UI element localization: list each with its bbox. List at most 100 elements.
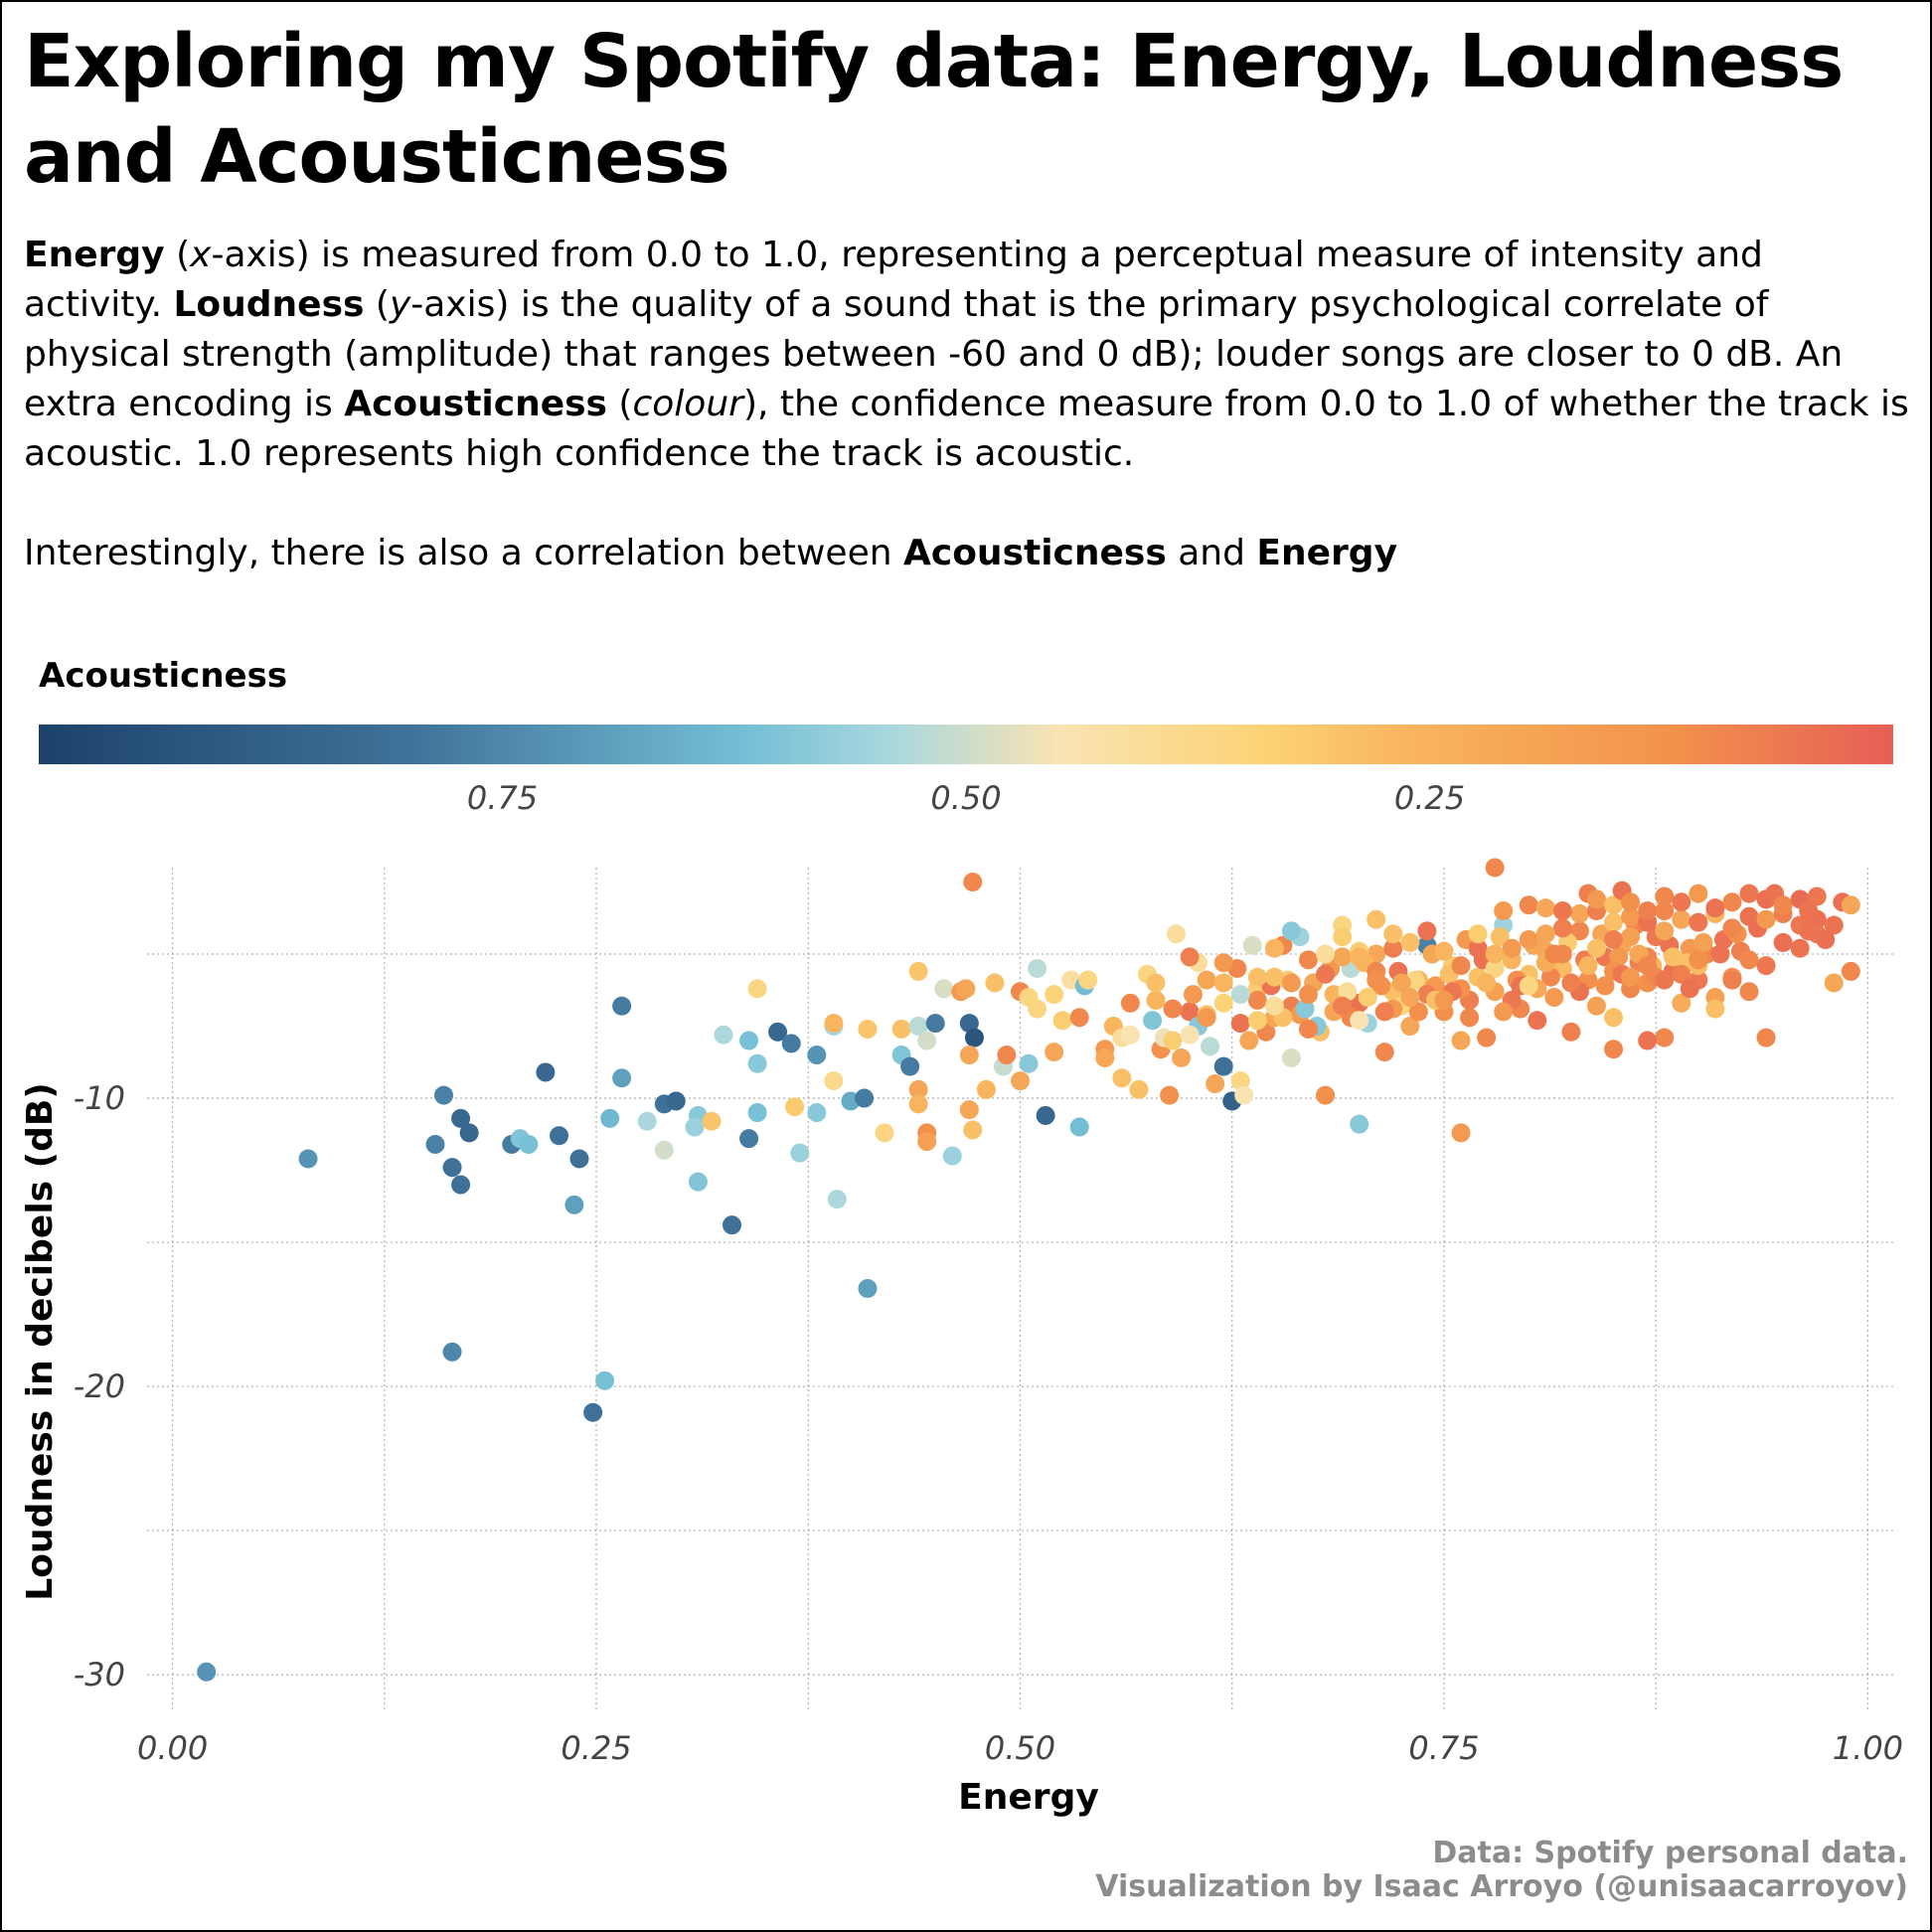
data-point: [1672, 993, 1691, 1013]
data-point: [1672, 892, 1691, 912]
data-point: [1298, 950, 1318, 970]
data-point: [827, 1190, 847, 1209]
data-point: [908, 961, 928, 981]
data-point: [1400, 1017, 1420, 1037]
data-point: [1120, 993, 1140, 1013]
data-point: [1120, 1025, 1140, 1045]
description-segment: Loudness: [173, 284, 365, 325]
data-point: [1739, 950, 1759, 970]
data-point: [1604, 895, 1624, 915]
data-point: [1561, 1022, 1581, 1042]
data-point: [197, 1662, 217, 1682]
data-point: [1710, 944, 1730, 964]
data-point: [1485, 959, 1505, 979]
data-point: [1663, 947, 1683, 967]
legend-tick-label: 0.25: [1393, 779, 1466, 817]
data-point: [1578, 956, 1598, 976]
data-point: [1374, 1002, 1394, 1022]
data-point: [442, 1158, 462, 1178]
data-point: [785, 1097, 805, 1117]
data-point: [1773, 895, 1793, 915]
data-point: [1705, 999, 1725, 1019]
data-point: [685, 1117, 705, 1137]
data-point: [1451, 1031, 1471, 1050]
y-tick-label: -20: [74, 1368, 125, 1405]
description-segment: (: [606, 384, 633, 424]
legend-colorbar: [39, 724, 1893, 764]
data-point: [1338, 982, 1358, 1002]
legend-tick-label: 0.50: [930, 779, 1002, 817]
data-point: [1655, 1028, 1675, 1047]
data-point: [1264, 996, 1284, 1016]
data-point: [925, 1014, 945, 1034]
description-segment: Acousticness: [344, 384, 607, 424]
data-point: [1183, 985, 1203, 1005]
data-point: [1213, 953, 1233, 973]
data-point: [1609, 947, 1629, 967]
data-point: [1374, 1043, 1394, 1062]
description-segment: -axis) is measured from 0.0 to 1.0, repr…: [24, 235, 1763, 325]
x-tick-label: 0.00: [137, 1729, 208, 1767]
data-point: [1213, 1056, 1233, 1076]
data-point: [1528, 1011, 1547, 1031]
data-point: [985, 973, 1005, 993]
data-point: [612, 1068, 632, 1088]
data-point: [1197, 1008, 1216, 1028]
data-point: [1230, 985, 1250, 1005]
data-point: [781, 1034, 801, 1053]
data-point: [1400, 988, 1420, 1008]
description-segment: x: [190, 235, 212, 275]
data-point: [747, 979, 767, 999]
data-point: [963, 1120, 983, 1140]
data-point: [1544, 988, 1564, 1008]
data-point: [1247, 1011, 1267, 1031]
data-point: [1841, 895, 1860, 915]
data-point: [1281, 921, 1301, 941]
data-point: [1408, 1002, 1428, 1022]
data-point: [1569, 921, 1589, 941]
caption-source: Data: Spotify personal data.: [1432, 1836, 1908, 1870]
data-point: [1143, 1011, 1163, 1031]
data-point: [1213, 973, 1233, 993]
data-point: [1036, 1105, 1055, 1125]
data-point: [1239, 1031, 1259, 1050]
x-tick-label: 0.75: [1408, 1729, 1479, 1767]
data-point: [459, 1123, 479, 1143]
data-point: [1095, 1047, 1115, 1067]
data-point: [702, 1111, 722, 1131]
data-point: [1264, 967, 1284, 987]
data-point: [1477, 973, 1497, 993]
data-point: [1434, 990, 1454, 1010]
data-point: [1367, 909, 1386, 929]
data-point: [1535, 898, 1555, 918]
data-point: [1163, 999, 1183, 1019]
data-point: [858, 1279, 878, 1298]
data-point: [855, 1088, 875, 1108]
description-segment: Acousticness: [903, 533, 1167, 573]
x-tick-label: 0.50: [985, 1729, 1055, 1767]
data-point: [1586, 996, 1606, 1016]
data-point: [959, 1014, 979, 1034]
data-point: [1604, 1008, 1624, 1028]
data-point: [1316, 1085, 1336, 1105]
data-point: [807, 1046, 827, 1065]
data-point: [1247, 990, 1267, 1010]
data-point: [1586, 889, 1606, 909]
caption: Data: Spotify personal data. Visualizati…: [1095, 1837, 1908, 1904]
data-point: [1264, 938, 1284, 958]
data-point: [1680, 979, 1699, 999]
data-point: [298, 1149, 318, 1169]
data-point: [917, 1031, 937, 1050]
data-point: [1069, 1008, 1089, 1028]
data-point: [1739, 884, 1759, 903]
data-point: [1367, 970, 1386, 990]
data-point: [1540, 967, 1560, 987]
data-point: [1807, 886, 1827, 906]
data-point: [1028, 959, 1047, 979]
data-point: [1519, 895, 1538, 915]
data-point: [569, 1149, 589, 1169]
data-point: [1180, 1002, 1200, 1022]
caption-credit: Visualization by Isaac Arroyo (@unisaaca…: [1095, 1869, 1908, 1904]
legend-title: Acousticness: [39, 656, 288, 696]
